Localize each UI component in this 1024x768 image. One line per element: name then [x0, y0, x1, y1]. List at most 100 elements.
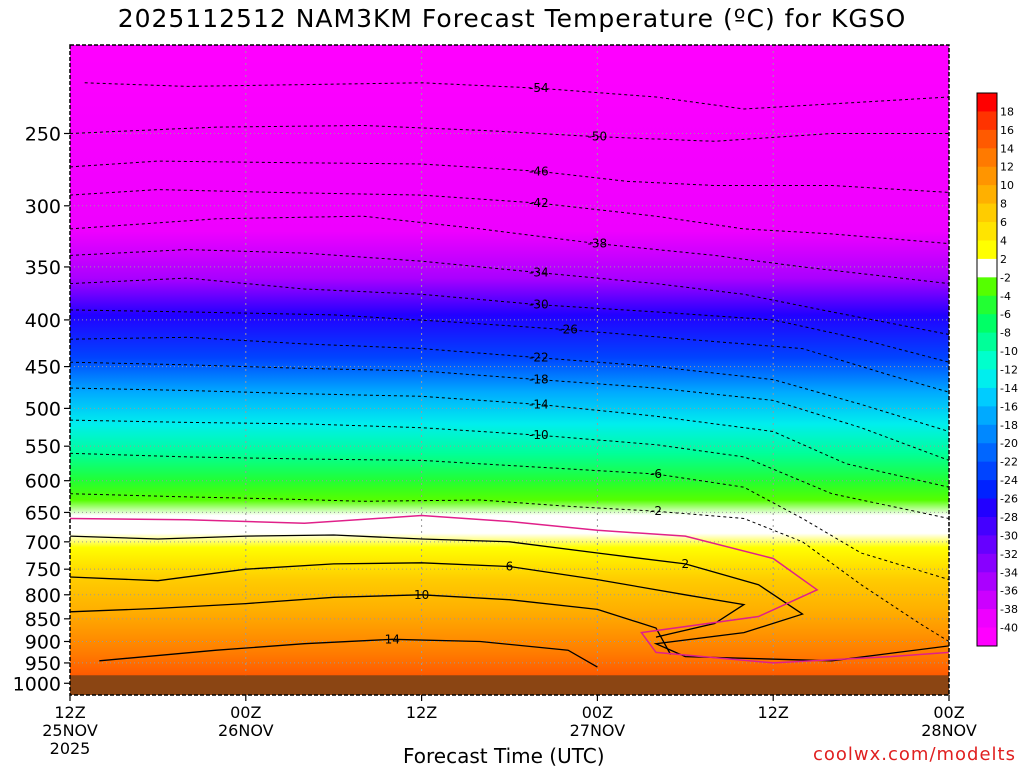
- colorbar-swatch: [977, 203, 997, 223]
- colorbar-label: -30: [1000, 529, 1018, 542]
- colorbar-swatch: [977, 461, 997, 481]
- colorbar-label: -26: [1000, 493, 1018, 506]
- y-tick-label: 950: [25, 653, 61, 675]
- y-tick-label: 900: [25, 631, 61, 653]
- colorbar-label: -40: [1000, 622, 1018, 635]
- plot-frame: [69, 44, 950, 696]
- isotherm-label: -30: [529, 298, 549, 312]
- x-axis-label: Forecast Time (UTC): [403, 744, 605, 768]
- colorbar-label: -22: [1000, 456, 1018, 469]
- isotherm-line: [99, 638, 598, 668]
- y-tick-label: 700: [25, 532, 61, 554]
- colorbar-label: 2: [1000, 253, 1007, 266]
- isotherm-label: -6: [650, 467, 662, 481]
- colorbar-swatch: [977, 295, 997, 315]
- colorbar-swatch: [977, 351, 997, 370]
- colorbar-label: -10: [1000, 345, 1018, 358]
- x-tick-label: 12Z: [54, 703, 85, 722]
- colorbar-label: -12: [1000, 364, 1018, 377]
- colorbar-swatch: [977, 258, 997, 278]
- y-axis: 2503003504004505005506006507007508008509…: [13, 123, 70, 695]
- colorbar-swatch: [977, 516, 997, 536]
- colorbar-swatch: [977, 443, 997, 463]
- colorbar-swatch: [977, 369, 997, 389]
- isotherm-label: -42: [529, 196, 549, 210]
- colorbar-swatch: [977, 129, 997, 149]
- y-tick-label: 550: [25, 436, 61, 458]
- y-tick-label: 300: [25, 196, 61, 218]
- isotherm-line: [70, 309, 949, 393]
- isotherm-line: [70, 249, 949, 335]
- colorbar-label: 6: [1000, 216, 1007, 229]
- colorbar-label: 14: [1000, 142, 1014, 155]
- colorbar-swatch: [977, 166, 997, 186]
- colorbar-label: -18: [1000, 419, 1018, 432]
- y-tick-label: 250: [25, 123, 61, 145]
- isotherm-line: [70, 277, 949, 363]
- colorbar-label: 8: [1000, 198, 1007, 211]
- x-tick-label: 12Z: [758, 703, 789, 722]
- y-tick-label: 600: [25, 471, 61, 493]
- colorbar-swatch: [977, 406, 997, 426]
- isotherm-label: 10: [414, 588, 429, 602]
- colorbar-label: -8: [1000, 327, 1011, 340]
- isotherm-label: -34: [529, 266, 549, 280]
- y-tick-label: 450: [25, 357, 61, 379]
- colorbar-swatch: [977, 609, 997, 629]
- colorbar-swatch: [977, 332, 997, 352]
- surface-ground: [70, 675, 949, 695]
- y-tick-label: 1000: [13, 673, 61, 695]
- plot-border: [69, 44, 950, 696]
- isotherm-line: [70, 534, 949, 662]
- colorbar-label: -38: [1000, 603, 1018, 616]
- y-tick-label: 850: [25, 609, 61, 631]
- x-tick-label: 28NOV: [921, 721, 977, 740]
- isotherm-line: [70, 160, 949, 193]
- isotherm-line: [70, 452, 949, 581]
- colorbar-swatch: [977, 387, 997, 407]
- colorbar-swatch: [977, 424, 997, 444]
- isotherm-label: -10: [529, 428, 549, 442]
- isotherm-line: [70, 215, 949, 285]
- isotherm-lines: -54-50-46-42-38-34-30-26-22-18-14-10-6-2…: [70, 81, 949, 668]
- colorbar-swatch: [977, 314, 997, 334]
- isotherm-label: -26: [558, 323, 578, 337]
- colorbar-swatch: [977, 590, 997, 610]
- credit-link[interactable]: coolwx.com/modelts: [812, 744, 1016, 765]
- colorbar-label: -16: [1000, 400, 1018, 413]
- isotherm-line: [70, 562, 746, 638]
- colorbar-swatch: [977, 498, 997, 518]
- y-tick-label: 650: [25, 502, 61, 524]
- colorbar-swatch: [977, 185, 997, 205]
- colorbar-swatch: [977, 240, 997, 260]
- colorbar-swatch: [977, 111, 997, 131]
- surface-band: [70, 675, 949, 695]
- colorbar-label: 12: [1000, 161, 1014, 174]
- y-tick-label: 400: [25, 310, 61, 332]
- isotherm-label: -38: [588, 237, 608, 251]
- y-tick-label: 750: [25, 559, 61, 581]
- colorbar-label: -36: [1000, 585, 1018, 598]
- colorbar-label: -2: [1000, 271, 1011, 284]
- colorbar-label: -32: [1000, 548, 1018, 561]
- isotherm-label: -18: [529, 373, 549, 387]
- y-tick-label: 800: [25, 585, 61, 607]
- temperature-field: [70, 45, 949, 695]
- x-tick-label: 2025: [50, 739, 91, 758]
- isotherm-label: -22: [529, 351, 549, 365]
- x-tick-label: 12Z: [406, 703, 437, 722]
- colorbar-swatch: [977, 93, 997, 112]
- colorbar-swatch: [977, 480, 997, 500]
- x-tick-label: 00Z: [933, 703, 964, 722]
- colorbar-label: -20: [1000, 437, 1018, 450]
- x-tick-label: 27NOV: [570, 721, 626, 740]
- isotherm-label: -54: [529, 81, 549, 95]
- colorbar-swatch: [977, 277, 997, 297]
- colorbar-swatch: [977, 572, 997, 592]
- isotherm-line: [70, 336, 949, 432]
- colorbar-label: -24: [1000, 474, 1018, 487]
- isotherm-line: [70, 387, 949, 488]
- colorbar-label: -14: [1000, 382, 1018, 395]
- plot-area: [70, 45, 949, 695]
